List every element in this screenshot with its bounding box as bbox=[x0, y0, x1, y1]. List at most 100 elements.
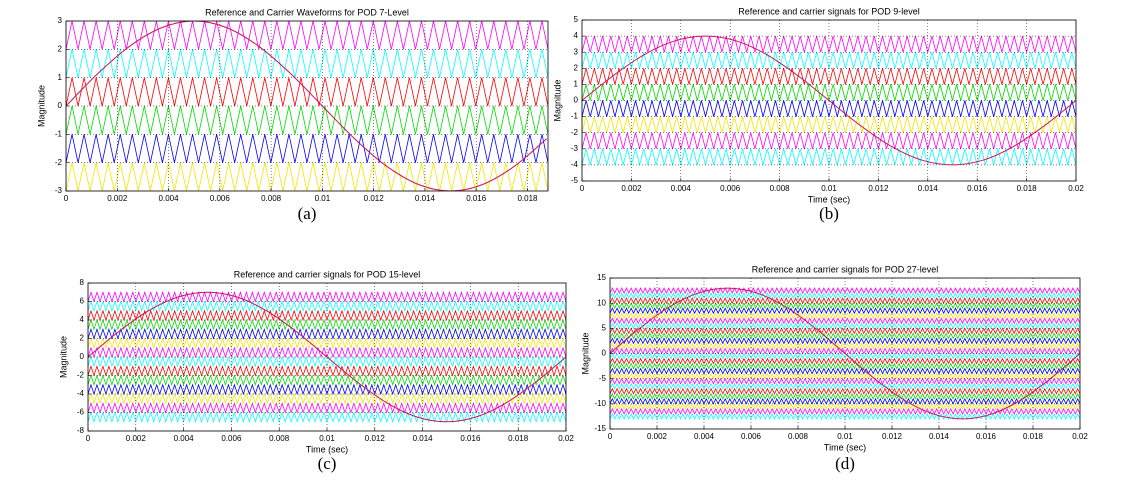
carrier-wave bbox=[88, 337, 566, 350]
x-tick-label: 0.006 bbox=[210, 194, 231, 203]
y-tick-label: -1 bbox=[55, 129, 63, 138]
carrier-wave bbox=[610, 307, 1080, 315]
y-tick-label: 3 bbox=[58, 16, 63, 25]
reference-wave bbox=[66, 21, 548, 191]
x-tick-label: 0.014 bbox=[929, 432, 950, 441]
x-tick-label: 0.018 bbox=[1023, 432, 1044, 441]
x-tick-label: 0.014 bbox=[413, 434, 434, 443]
x-axis-label: Time (sec) bbox=[306, 444, 348, 454]
y-tick-label: 0 bbox=[58, 101, 63, 110]
y-tick-label: -4 bbox=[77, 389, 85, 398]
carrier-wave bbox=[610, 367, 1080, 375]
x-tick-label: 0.002 bbox=[126, 434, 147, 443]
chart-panel: -15 -10 -5 0 5 10 15 0 0.002 0.004 0.006 0.008 0.01 0… bbox=[580, 264, 1088, 473]
carrier-wave bbox=[610, 352, 1080, 360]
y-axis-label: Magnitude bbox=[552, 79, 562, 121]
carrier-wave bbox=[610, 357, 1080, 365]
reference-wave bbox=[88, 291, 566, 423]
x-tick-label: 0.004 bbox=[671, 184, 692, 193]
carrier-wave bbox=[610, 382, 1080, 390]
x-tick-label: 0.004 bbox=[159, 194, 180, 203]
caption: (c) bbox=[318, 454, 337, 473]
x-tick-label: 0.006 bbox=[720, 184, 741, 193]
x-axis-label: Time (sec) bbox=[808, 194, 850, 204]
x-tick-label: 0.006 bbox=[741, 432, 762, 441]
x-tick-label: 0.02 bbox=[1068, 184, 1084, 193]
y-tick-label: 1 bbox=[574, 80, 579, 89]
x-tick-label: 0.018 bbox=[508, 434, 529, 443]
y-tick-label: 8 bbox=[80, 278, 85, 287]
reference-wave bbox=[610, 287, 1080, 420]
x-tick-label: 0.016 bbox=[460, 434, 481, 443]
y-tick-label: 4 bbox=[80, 315, 85, 324]
y-tick-label: 4 bbox=[574, 31, 579, 40]
x-tick-label: 0.002 bbox=[107, 194, 128, 203]
y-tick-label: -5 bbox=[571, 176, 579, 185]
y-tick-label: -8 bbox=[77, 426, 85, 435]
carrier-wave bbox=[88, 364, 566, 377]
y-tick-label: 6 bbox=[80, 297, 85, 306]
carrier-wave bbox=[610, 337, 1080, 345]
carrier-wave bbox=[610, 412, 1080, 420]
y-tick-label: 0 bbox=[602, 349, 607, 358]
reference-wave bbox=[582, 35, 1076, 166]
y-axis-label: Magnitude bbox=[58, 336, 68, 378]
chart-panel: -5 -4 -3 -2 -1 0 1 2 3 4 5 0 0.002 0.004 0.006 0.008 0.0… bbox=[552, 6, 1084, 223]
y-tick-label: -15 bbox=[594, 424, 606, 433]
y-tick-label: -3 bbox=[571, 144, 579, 153]
caption: (d) bbox=[835, 454, 855, 473]
y-tick-label: -2 bbox=[55, 158, 63, 167]
carrier-wave bbox=[610, 327, 1080, 335]
x-tick-label: 0.002 bbox=[647, 432, 668, 441]
x-tick-label: 0.004 bbox=[694, 432, 715, 441]
x-tick-label: 0.016 bbox=[466, 194, 487, 203]
y-tick-label: 10 bbox=[597, 298, 606, 307]
y-tick-label: 2 bbox=[574, 63, 579, 72]
y-tick-label: 2 bbox=[58, 44, 63, 53]
carrier-wave bbox=[610, 292, 1080, 300]
y-tick-label: 0 bbox=[574, 96, 579, 105]
x-tick-label: 0.004 bbox=[174, 434, 195, 443]
y-tick-label: 5 bbox=[602, 323, 607, 332]
y-tick-label: -2 bbox=[77, 371, 85, 380]
y-tick-label: 1 bbox=[58, 73, 63, 82]
chart-title: Reference and carrier signals for POD 15… bbox=[234, 269, 421, 279]
carrier-wave bbox=[610, 342, 1080, 350]
y-tick-label: 5 bbox=[574, 15, 579, 24]
x-tick-label: 0.012 bbox=[882, 432, 903, 441]
x-tick-label: 0.018 bbox=[517, 194, 538, 203]
y-tick-label: -5 bbox=[599, 374, 607, 383]
x-tick-label: 0.014 bbox=[918, 184, 939, 193]
x-tick-label: 0.002 bbox=[621, 184, 642, 193]
y-axis-label: Magnitude bbox=[36, 85, 46, 127]
y-tick-label: -3 bbox=[55, 186, 63, 195]
y-tick-label: 15 bbox=[597, 273, 606, 282]
x-tick-label: 0.01 bbox=[821, 184, 837, 193]
x-tick-label: 0.008 bbox=[269, 434, 290, 443]
x-tick-label: 0 bbox=[608, 432, 613, 441]
carrier-wave bbox=[88, 374, 566, 387]
y-tick-label: 2 bbox=[80, 334, 85, 343]
carrier-wave bbox=[88, 318, 566, 331]
x-axis-label: Time (sec) bbox=[824, 442, 866, 452]
chart-title: Reference and carrier signals for POD 27… bbox=[752, 264, 939, 274]
x-tick-label: 0.01 bbox=[315, 194, 331, 203]
x-tick-label: 0.01 bbox=[837, 432, 853, 441]
x-tick-label: 0.012 bbox=[868, 184, 889, 193]
x-tick-label: 0.012 bbox=[365, 434, 386, 443]
carrier-wave bbox=[88, 327, 566, 340]
x-tick-label: 0 bbox=[64, 194, 69, 203]
caption: (b) bbox=[819, 204, 839, 223]
y-axis-label: Magnitude bbox=[580, 332, 590, 374]
x-tick-label: 0.016 bbox=[967, 184, 988, 193]
plot bbox=[582, 20, 1076, 181]
y-tick-label: 3 bbox=[574, 47, 579, 56]
plot bbox=[88, 283, 566, 431]
chart-title: Reference and Carrier Waveforms for POD … bbox=[205, 7, 409, 17]
x-tick-label: 0.006 bbox=[221, 434, 242, 443]
carrier-wave bbox=[610, 312, 1080, 320]
x-tick-label: 0.012 bbox=[364, 194, 385, 203]
x-tick-label: 0.01 bbox=[319, 434, 335, 443]
x-tick-label: 0.008 bbox=[261, 194, 282, 203]
